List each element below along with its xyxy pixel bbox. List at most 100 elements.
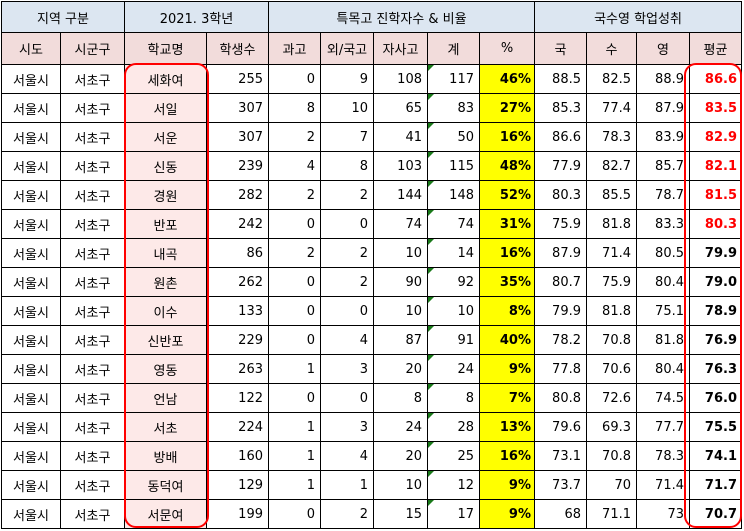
cell-private: 10 xyxy=(373,238,428,268)
cell-percent: 7% xyxy=(479,383,535,413)
table-row: 서울시 서초구 방배 160 1 4 20 25 16% 73.1 70.8 78.3 74.1 xyxy=(1,441,742,471)
cell-sigungu: 서초구 xyxy=(60,180,125,210)
cell-total: 74 xyxy=(427,209,480,239)
cell-foreign: 0 xyxy=(320,296,374,326)
cell-private: 41 xyxy=(373,122,428,152)
cell-private: 103 xyxy=(373,151,428,181)
cell-sido: 서울시 xyxy=(1,470,61,500)
cell-private: 15 xyxy=(373,499,428,529)
cell-average: 80.3 xyxy=(689,209,742,239)
cell-science: 0 xyxy=(268,499,321,529)
cell-private: 74 xyxy=(373,209,428,239)
cell-percent: 13% xyxy=(479,412,535,442)
cell-sigungu: 서초구 xyxy=(60,441,125,471)
cell-percent: 48% xyxy=(479,151,535,181)
cell-science: 8 xyxy=(268,93,321,123)
table-row: 서울시 서초구 서운 307 2 7 41 50 16% 86.6 78.3 83.9 82.9 xyxy=(1,122,742,152)
cell-foreign: 4 xyxy=(320,441,374,471)
cell-students: 262 xyxy=(206,267,269,297)
col-header-english: 영 xyxy=(636,32,690,65)
cell-students: 86 xyxy=(206,238,269,268)
cell-math: 71.4 xyxy=(586,238,637,268)
cell-percent: 27% xyxy=(479,93,535,123)
col-header-total: 계 xyxy=(427,32,480,65)
cell-science: 1 xyxy=(268,354,321,384)
table-row: 서울시 서초구 서일 307 8 10 65 83 27% 85.3 77.4 87.9 83.5 xyxy=(1,93,742,123)
cell-math: 70.8 xyxy=(586,441,637,471)
cell-english: 78.3 xyxy=(636,441,690,471)
table-row: 서울시 서초구 신동 239 4 8 103 115 48% 77.9 82.7 85.7 82.1 xyxy=(1,151,742,181)
cell-students: 129 xyxy=(206,470,269,500)
cell-percent: 9% xyxy=(479,499,535,529)
cell-private: 8 xyxy=(373,383,428,413)
cell-math: 70.8 xyxy=(586,325,637,355)
cell-korean: 80.8 xyxy=(534,383,587,413)
cell-english: 80.4 xyxy=(636,354,690,384)
cell-private: 144 xyxy=(373,180,428,210)
cell-korean: 77.8 xyxy=(534,354,587,384)
cell-average: 82.9 xyxy=(689,122,742,152)
cell-percent: 8% xyxy=(479,296,535,326)
cell-korean: 88.5 xyxy=(534,64,587,94)
cell-math: 70.6 xyxy=(586,354,637,384)
table-row: 서울시 서초구 신반포 229 0 4 87 91 40% 78.2 70.8 81.8 76.9 xyxy=(1,325,742,355)
cell-science: 1 xyxy=(268,470,321,500)
cell-sido: 서울시 xyxy=(1,296,61,326)
cell-total: 83 xyxy=(427,93,480,123)
cell-school: 세화여 xyxy=(124,64,207,94)
cell-sido: 서울시 xyxy=(1,180,61,210)
cell-sido: 서울시 xyxy=(1,209,61,239)
cell-students: 242 xyxy=(206,209,269,239)
cell-total: 17 xyxy=(427,499,480,529)
cell-science: 0 xyxy=(268,325,321,355)
cell-math: 70 xyxy=(586,470,637,500)
cell-korean: 78.2 xyxy=(534,325,587,355)
cell-sigungu: 서초구 xyxy=(60,499,125,529)
cell-sigungu: 서초구 xyxy=(60,93,125,123)
cell-average: 76.0 xyxy=(689,383,742,413)
cell-school: 방배 xyxy=(124,441,207,471)
cell-korean: 87.9 xyxy=(534,238,587,268)
cell-percent: 16% xyxy=(479,238,535,268)
cell-english: 80.4 xyxy=(636,267,690,297)
cell-english: 83.9 xyxy=(636,122,690,152)
column-header-row: 시도 시군구 학교명 학생수 과고 외/국고 자사고 계 % 국 수 영 평균 xyxy=(1,32,742,65)
school-name-highlight-box xyxy=(124,63,209,528)
cell-english: 78.7 xyxy=(636,180,690,210)
cell-sido: 서울시 xyxy=(1,441,61,471)
cell-average: 76.9 xyxy=(689,325,742,355)
cell-sigungu: 서초구 xyxy=(60,412,125,442)
cell-korean: 68 xyxy=(534,499,587,529)
cell-sido: 서울시 xyxy=(1,354,61,384)
cell-sido: 서울시 xyxy=(1,122,61,152)
table-row: 서울시 서초구 반포 242 0 0 74 74 31% 75.9 81.8 83.3 80.3 xyxy=(1,209,742,239)
cell-total: 115 xyxy=(427,151,480,181)
cell-english: 88.9 xyxy=(636,64,690,94)
cell-foreign: 2 xyxy=(320,238,374,268)
cell-percent: 52% xyxy=(479,180,535,210)
cell-private: 108 xyxy=(373,64,428,94)
cell-average: 76.3 xyxy=(689,354,742,384)
cell-korean: 86.6 xyxy=(534,122,587,152)
average-highlight-box xyxy=(684,63,742,528)
cell-math: 81.8 xyxy=(586,209,637,239)
cell-english: 81.8 xyxy=(636,325,690,355)
cell-korean: 79.9 xyxy=(534,296,587,326)
cell-math: 81.8 xyxy=(586,296,637,326)
cell-science: 0 xyxy=(268,267,321,297)
cell-percent: 40% xyxy=(479,325,535,355)
cell-foreign: 10 xyxy=(320,93,374,123)
cell-math: 71.1 xyxy=(586,499,637,529)
group-score-header: 국수영 학업성취 xyxy=(534,1,742,33)
col-header-percent: % xyxy=(479,32,535,65)
cell-total: 92 xyxy=(427,267,480,297)
cell-average: 79.9 xyxy=(689,238,742,268)
cell-sigungu: 서초구 xyxy=(60,383,125,413)
group-region-header: 지역 구분 xyxy=(1,1,125,33)
table-row: 서울시 서초구 영동 263 1 3 20 24 9% 77.8 70.6 80.4 76.3 xyxy=(1,354,742,384)
cell-sido: 서울시 xyxy=(1,412,61,442)
col-header-students: 학생수 xyxy=(206,32,269,65)
cell-total: 50 xyxy=(427,122,480,152)
cell-school: 반포 xyxy=(124,209,207,239)
col-header-sido: 시도 xyxy=(1,32,61,65)
